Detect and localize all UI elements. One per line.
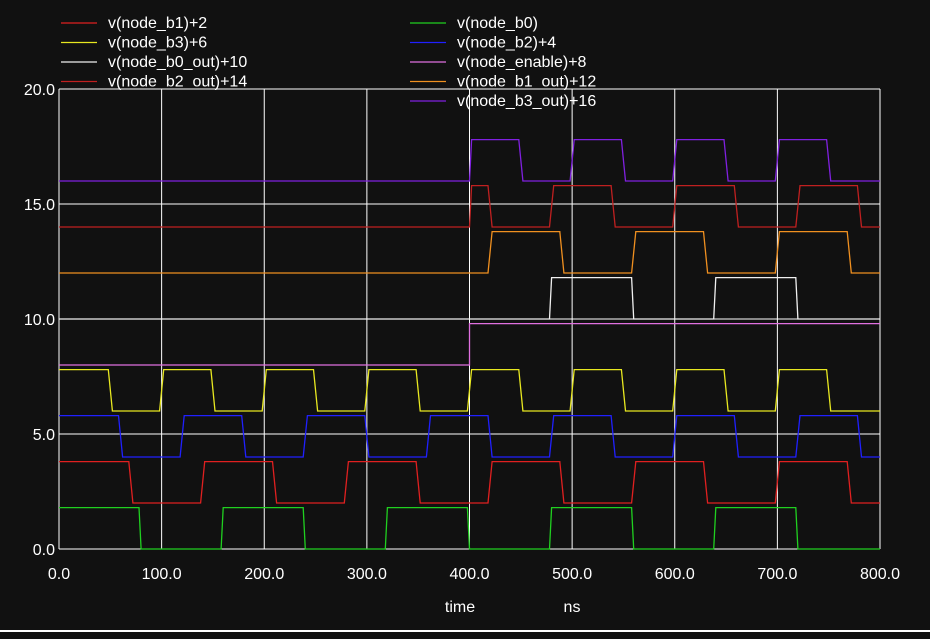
legend-label-2: v(node_b3)+6: [108, 35, 207, 52]
legend-label-8: v(node_b3_out)+16: [457, 93, 596, 110]
series-line-4: [59, 276, 880, 320]
legend-label-5: v(node_enable)+8: [457, 54, 587, 71]
y-tick-label-0: 0.0: [33, 542, 55, 559]
series-line-6: [59, 184, 880, 228]
x-tick-label-3: 300.0: [347, 566, 387, 583]
x-axis-unit: ns: [564, 599, 581, 616]
legend-label-6: v(node_b2_out)+14: [108, 74, 247, 91]
legend-label-3: v(node_b2)+4: [457, 35, 556, 52]
series-line-1: [59, 506, 880, 550]
y-tick-label-3: 15.0: [24, 197, 55, 214]
series-line-3: [59, 414, 880, 458]
x-tick-label-1: 100.0: [142, 566, 182, 583]
legend-label-0: v(node_b1)+2: [108, 15, 207, 32]
x-axis-label: time: [445, 599, 475, 616]
y-tick-label-4: 20.0: [24, 82, 55, 99]
x-tick-label-5: 500.0: [552, 566, 592, 583]
x-tick-label-8: 800.0: [860, 566, 900, 583]
legend: v(node_b1)+2 v(node_b0) v(node_b3)+6 v(node…: [61, 15, 596, 110]
series-line-5: [59, 322, 880, 366]
series-line-7: [59, 230, 880, 274]
y-tick-label-2: 10.0: [24, 312, 55, 329]
y-tick-label-1: 5.0: [33, 427, 55, 444]
legend-label-4: v(node_b0_out)+10: [108, 54, 247, 71]
series-line-0: [59, 460, 880, 504]
x-tick-label-6: 600.0: [655, 566, 695, 583]
series-line-2: [59, 368, 880, 412]
series-layer: [59, 138, 880, 550]
x-tick-label-2: 200.0: [244, 566, 284, 583]
bottom-border: [0, 630, 930, 639]
x-tick-label-4: 400.0: [449, 566, 489, 583]
legend-label-7: v(node_b1_out)+12: [457, 74, 596, 91]
tick-labels-layer: 0.0 100.0 200.0 300.0 400.0 500.0 600.0 700.0 80…: [24, 82, 900, 583]
series-line-8: [59, 138, 880, 182]
x-tick-label-0: 0.0: [48, 566, 70, 583]
legend-label-1: v(node_b0): [457, 15, 538, 32]
x-tick-label-7: 700.0: [757, 566, 797, 583]
